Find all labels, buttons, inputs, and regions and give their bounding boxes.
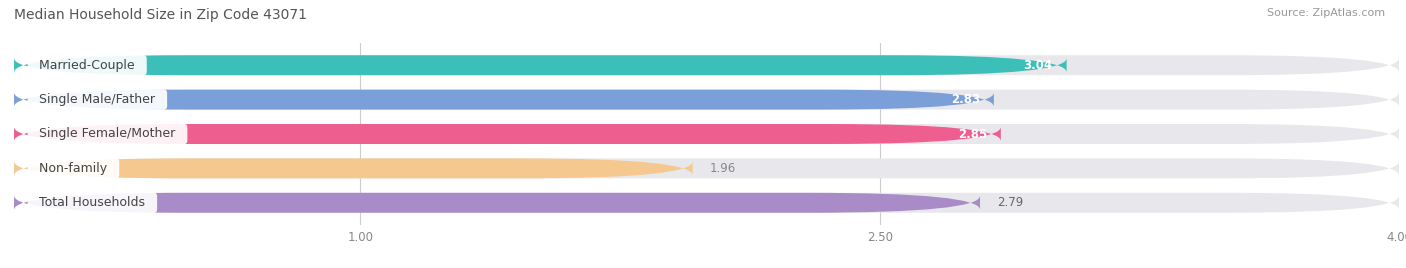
Text: Median Household Size in Zip Code 43071: Median Household Size in Zip Code 43071: [14, 8, 307, 22]
FancyBboxPatch shape: [14, 124, 1399, 144]
Text: 3.04: 3.04: [1024, 59, 1053, 72]
Text: Source: ZipAtlas.com: Source: ZipAtlas.com: [1267, 8, 1385, 18]
FancyBboxPatch shape: [14, 158, 693, 178]
FancyBboxPatch shape: [14, 193, 1399, 213]
FancyBboxPatch shape: [14, 193, 980, 213]
Text: Total Households: Total Households: [31, 196, 153, 209]
Text: 2.79: 2.79: [997, 196, 1024, 209]
Text: Non-family: Non-family: [31, 162, 115, 175]
FancyBboxPatch shape: [14, 90, 994, 110]
Text: Married-Couple: Married-Couple: [31, 59, 143, 72]
FancyBboxPatch shape: [14, 55, 1399, 75]
Text: Single Male/Father: Single Male/Father: [31, 93, 163, 106]
Text: Single Female/Mother: Single Female/Mother: [31, 128, 184, 140]
FancyBboxPatch shape: [14, 90, 1399, 110]
Text: 2.83: 2.83: [950, 93, 980, 106]
Text: 2.85: 2.85: [957, 128, 987, 140]
FancyBboxPatch shape: [14, 158, 1399, 178]
FancyBboxPatch shape: [14, 55, 1067, 75]
Text: 1.96: 1.96: [710, 162, 737, 175]
FancyBboxPatch shape: [14, 124, 1001, 144]
